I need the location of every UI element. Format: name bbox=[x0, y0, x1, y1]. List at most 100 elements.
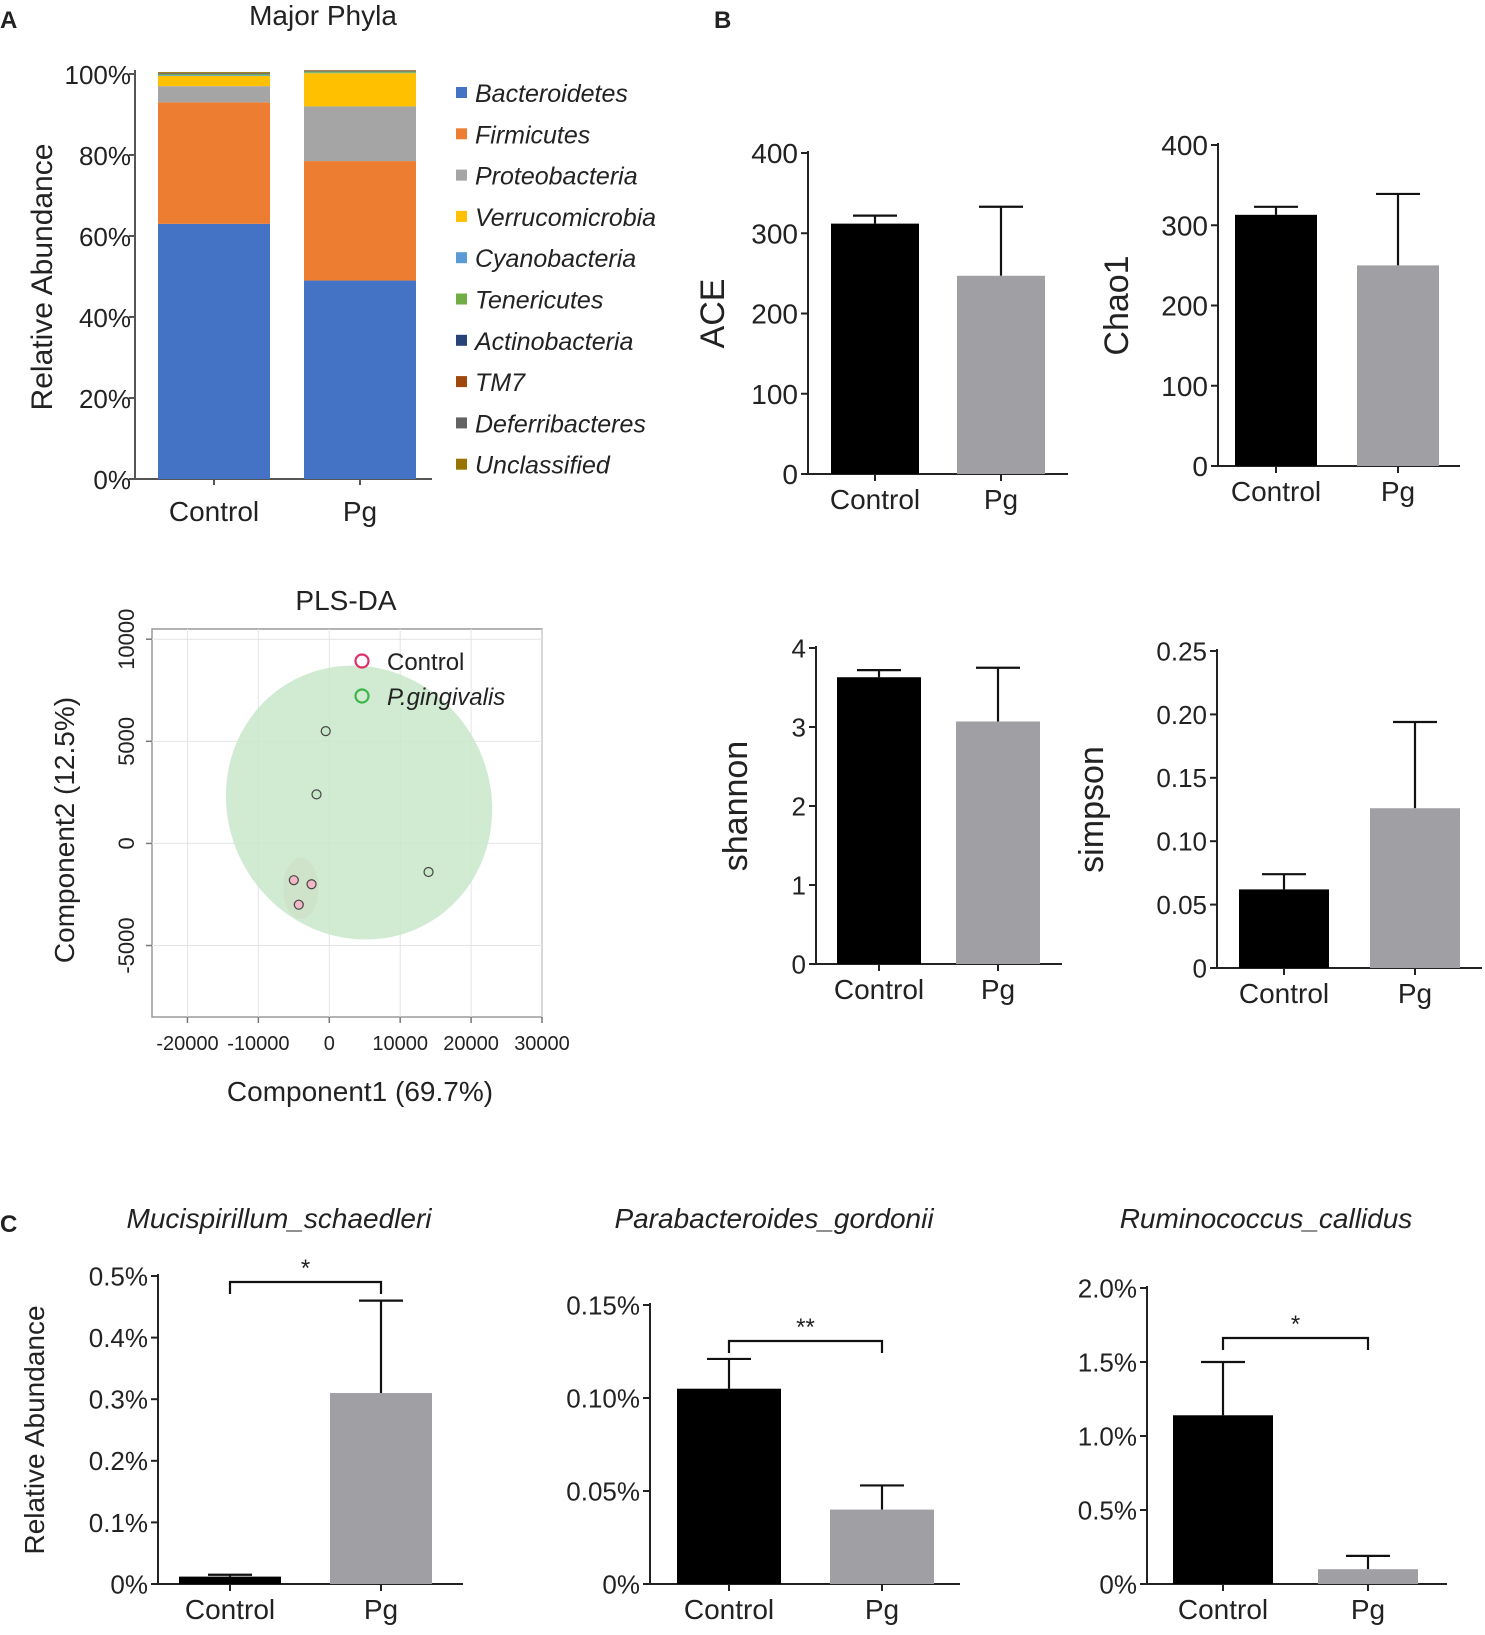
legend-swatch bbox=[456, 87, 467, 98]
legend-swatch bbox=[456, 293, 467, 305]
y-tick-label: 0 bbox=[782, 459, 798, 490]
y-tick-label: 0.10% bbox=[566, 1383, 640, 1413]
y-tick-label: 0% bbox=[110, 1569, 148, 1599]
x-tick-label: 30000 bbox=[514, 1033, 570, 1055]
y-axis-label: ACE bbox=[694, 279, 732, 349]
y-tick-label: -5000 bbox=[114, 917, 139, 973]
x-tick-label: Control bbox=[1178, 1594, 1268, 1625]
legend-swatch bbox=[456, 252, 467, 264]
legend-marker bbox=[354, 653, 370, 669]
y-tick-label: 60% bbox=[79, 222, 131, 252]
x-tick-label: Pg bbox=[984, 484, 1018, 515]
x-tick-label: Control bbox=[830, 484, 920, 515]
legend-swatch bbox=[456, 334, 467, 346]
legend-label: Unclassified bbox=[475, 452, 611, 480]
x-tick-label: Control bbox=[169, 496, 259, 527]
bar bbox=[677, 1388, 781, 1584]
stacked-bar-segment bbox=[304, 106, 416, 162]
legend-label: Proteobacteria bbox=[475, 163, 638, 191]
x-axis-label: Component1 (69.7%) bbox=[227, 1076, 493, 1107]
bar bbox=[831, 223, 919, 474]
y-tick-label: 400 bbox=[1161, 130, 1208, 161]
significance-bracket bbox=[1221, 1336, 1370, 1350]
y-tick-label: 100 bbox=[1161, 371, 1208, 402]
y-tick-label: 5000 bbox=[114, 717, 139, 766]
x-tick-label: Pg bbox=[343, 496, 377, 527]
y-axis-label: Chao1 bbox=[1098, 255, 1136, 355]
stacked-bar-segment bbox=[158, 223, 270, 479]
bar bbox=[330, 1393, 432, 1584]
y-tick-label: 1.5% bbox=[1078, 1347, 1137, 1377]
bar bbox=[1370, 808, 1460, 968]
y-tick-label: 1.0% bbox=[1078, 1421, 1137, 1451]
scatter-point bbox=[306, 879, 317, 890]
chart-title: Mucispirillum_schaedleri bbox=[127, 1203, 433, 1234]
legend-swatch bbox=[456, 376, 467, 388]
significance-marker: * bbox=[301, 1255, 310, 1282]
y-axis-label: shannon bbox=[717, 741, 755, 871]
x-tick-label: Control bbox=[1231, 476, 1321, 507]
stacked-bar-segment bbox=[158, 102, 270, 224]
bar bbox=[1235, 214, 1317, 466]
y-tick-label: 4 bbox=[792, 633, 806, 663]
stacked-bar-segment bbox=[158, 71, 270, 73]
scatter-point bbox=[320, 726, 331, 737]
y-tick-label: 0.1% bbox=[89, 1508, 148, 1538]
x-tick-label: Control bbox=[834, 974, 924, 1005]
y-axis-label: Relative Abundance bbox=[19, 1305, 50, 1554]
chart-title: PLS-DA bbox=[295, 585, 396, 616]
x-tick-label: Control bbox=[1239, 978, 1329, 1009]
x-tick-label: 20000 bbox=[443, 1033, 499, 1055]
bar bbox=[837, 677, 921, 964]
y-tick-label: 300 bbox=[751, 218, 798, 249]
y-tick-label: 0.05 bbox=[1156, 890, 1207, 920]
legend-label: TM7 bbox=[475, 369, 526, 397]
x-tick-label: Pg bbox=[865, 1594, 899, 1625]
chart-title: Ruminococcus_callidus bbox=[1120, 1203, 1413, 1234]
legend-label: Firmicutes bbox=[475, 121, 590, 149]
panel-label-c: C bbox=[0, 1211, 17, 1238]
y-tick-label: 0% bbox=[602, 1569, 640, 1599]
legend-marker bbox=[354, 688, 370, 704]
significance-marker: ** bbox=[796, 1314, 815, 1341]
y-tick-label: 400 bbox=[751, 138, 798, 169]
scatter-point bbox=[293, 899, 304, 910]
legend-swatch bbox=[456, 417, 467, 429]
y-tick-label: 0 bbox=[1193, 953, 1207, 983]
x-tick-label: Pg bbox=[1398, 978, 1432, 1009]
y-tick-label: 40% bbox=[79, 303, 131, 333]
significance-bracket bbox=[727, 1339, 884, 1353]
y-tick-label: 0.15% bbox=[566, 1290, 640, 1320]
y-tick-label: 0.10 bbox=[1156, 827, 1207, 857]
legend-swatch bbox=[456, 128, 467, 140]
y-axis-label: Component2 (12.5%) bbox=[49, 697, 80, 963]
x-tick-label: Pg bbox=[1351, 1594, 1385, 1625]
x-tick-label: Pg bbox=[981, 974, 1015, 1005]
x-tick-label: Pg bbox=[364, 1594, 398, 1625]
bar bbox=[1357, 265, 1439, 466]
bar bbox=[956, 721, 1040, 964]
significance-bracket bbox=[228, 1280, 383, 1294]
y-tick-label: 1 bbox=[792, 870, 806, 900]
y-tick-label: 0.25 bbox=[1156, 636, 1207, 666]
legend-swatch bbox=[456, 169, 467, 181]
y-tick-label: 200 bbox=[751, 299, 798, 330]
x-tick-label: Control bbox=[185, 1594, 275, 1625]
significance-marker: * bbox=[1291, 1311, 1300, 1338]
bar bbox=[1318, 1569, 1418, 1584]
legend-label: Control bbox=[387, 649, 464, 676]
bar bbox=[1173, 1415, 1273, 1584]
scatter-point bbox=[288, 875, 299, 886]
bar bbox=[957, 275, 1045, 474]
x-tick-label: Pg bbox=[1381, 476, 1415, 507]
stacked-bar-segment bbox=[158, 74, 270, 76]
y-tick-label: 0.3% bbox=[89, 1385, 148, 1415]
bar bbox=[1239, 889, 1329, 968]
stacked-bar-segment bbox=[304, 161, 416, 281]
scatter-point bbox=[311, 789, 322, 800]
legend-label: Cyanobacteria bbox=[475, 245, 636, 273]
y-tick-label: 100 bbox=[751, 379, 798, 410]
y-tick-label: 0.05% bbox=[566, 1476, 640, 1506]
